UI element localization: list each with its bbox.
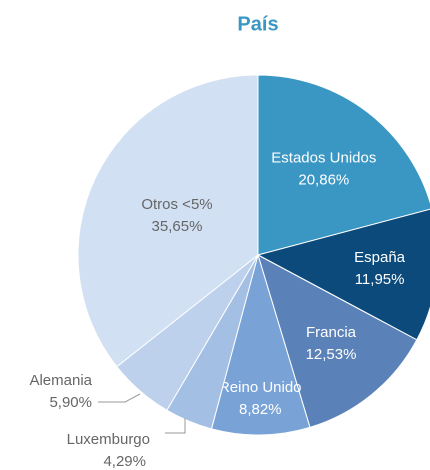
pie-slice <box>257 253 418 428</box>
slice-value: 4,29% <box>103 453 146 470</box>
slice-label: España <box>354 249 406 266</box>
leader-line <box>98 393 141 403</box>
slice-label: Francia <box>306 324 357 341</box>
pie-slice <box>257 74 430 256</box>
slice-label: Alemania <box>29 372 92 389</box>
slice-label: Estados Unidos <box>271 149 376 166</box>
slice-label: Reino Unido <box>219 379 302 396</box>
slice-value: 5,90% <box>49 394 92 411</box>
slice-value: 35,65% <box>152 218 203 235</box>
slice-value: 20,86% <box>298 171 349 188</box>
slice-label: Otros <5% <box>141 196 212 213</box>
slice-value: 12,53% <box>306 346 357 363</box>
chart-title: País <box>237 13 278 35</box>
pie-slice <box>210 253 311 436</box>
pie-slice <box>77 74 259 368</box>
pie-slice <box>256 208 430 341</box>
leader-line <box>165 418 186 434</box>
slice-value: 8,82% <box>239 401 282 418</box>
slice-label: Luxemburgo <box>67 431 150 448</box>
slice-value: 11,95% <box>355 271 405 288</box>
